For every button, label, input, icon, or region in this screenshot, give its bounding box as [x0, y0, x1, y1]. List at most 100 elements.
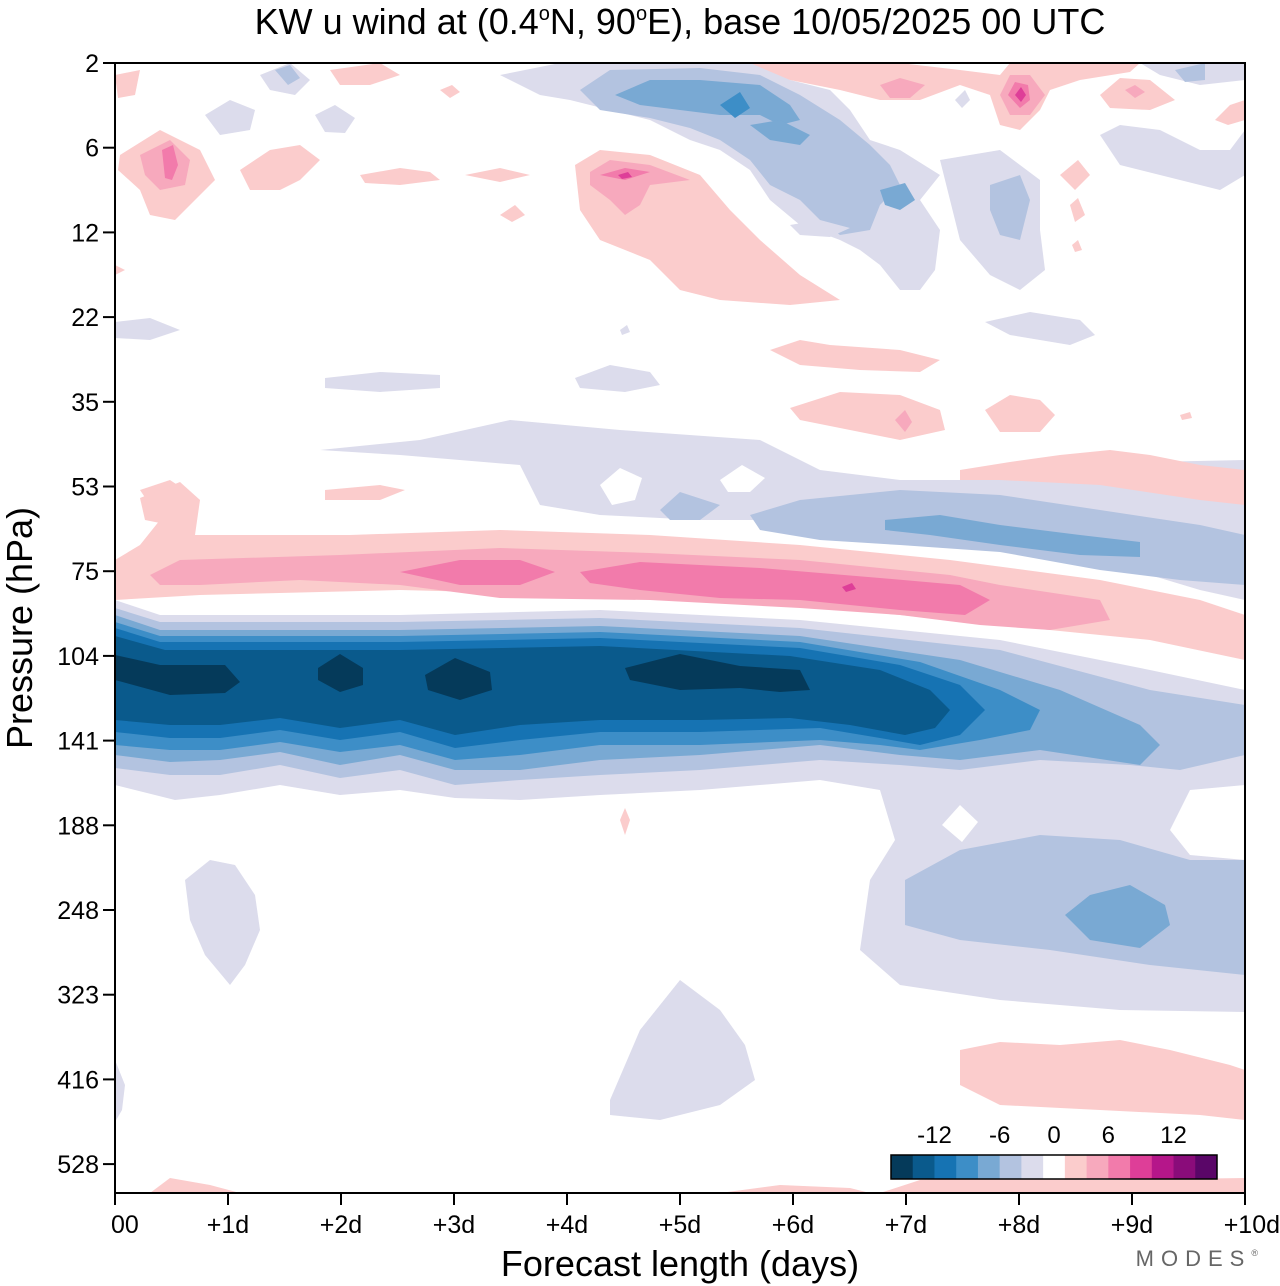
colorbar-label: 6: [1102, 1122, 1115, 1149]
contour-region: [895, 410, 912, 432]
contour-region: [115, 636, 950, 735]
y-tick-label: 35: [71, 389, 99, 417]
contour-region: [885, 515, 1140, 557]
colorbar: -12 -6 0 6 12: [890, 1122, 1218, 1180]
contour-fills: [115, 63, 1245, 1193]
contour-region: [360, 168, 440, 185]
contour-region: [790, 220, 850, 237]
y-tick-label: 2: [85, 50, 99, 78]
colorbar-swatch: [1151, 1155, 1175, 1179]
y-tick-label: 22: [71, 304, 99, 332]
contour-region: [1060, 160, 1090, 190]
y-tick-label: 416: [57, 1066, 99, 1094]
colorbar-frame: [890, 1154, 1218, 1180]
contour-region: [1125, 85, 1145, 98]
x-tick-label: +1d: [207, 1211, 249, 1239]
x-tick-label: +4d: [546, 1211, 588, 1239]
contour-region: [620, 325, 630, 335]
contour-region: [150, 1178, 240, 1193]
y-tick-label: 75: [71, 558, 99, 586]
contour-region: [985, 395, 1055, 432]
contour-region: [942, 805, 978, 842]
y-tick-label: 12: [71, 219, 99, 247]
contour-region: [140, 482, 200, 525]
contour-region: [1070, 198, 1085, 222]
colorbar-swatch: [956, 1155, 979, 1179]
x-axis: 00 +1d +2d +3d +4d +5d +6d +7d +8d +9d +10d: [111, 1193, 1280, 1239]
x-axis-title: Forecast length (days): [501, 1243, 859, 1284]
contour-region: [990, 175, 1030, 240]
y-axis: 2 6 12 22 35 53 75 104 141 188 248 323 416 528: [57, 50, 115, 1179]
x-tick-label: +7d: [885, 1211, 927, 1239]
contour-region: [880, 183, 915, 210]
contour-region: [1065, 885, 1170, 948]
colorbar-swatch: [912, 1155, 935, 1179]
y-tick-label: 188: [57, 812, 99, 840]
contour-region: [720, 92, 750, 118]
contour-region: [1015, 87, 1026, 102]
contour-region: [330, 63, 400, 85]
modes-logo: MODES®: [1135, 1246, 1258, 1271]
contour-region: [880, 78, 925, 98]
contour-region: [960, 450, 1245, 505]
contour-region: [508, 442, 514, 458]
y-axis-title: Pressure (hPa): [0, 507, 40, 749]
contour-region: [1215, 100, 1245, 125]
contour-region: [615, 80, 800, 125]
contour-region: [440, 85, 460, 98]
colorbar-swatch: [977, 1155, 1001, 1179]
x-tick-label: +8d: [998, 1211, 1040, 1239]
contour-region: [325, 485, 405, 500]
contour-region: [465, 168, 530, 182]
x-tick-label: +9d: [1111, 1211, 1153, 1239]
y-tick-label: 141: [57, 728, 99, 756]
contour-region: [955, 90, 970, 108]
contour-region: [580, 562, 990, 615]
colorbar-swatch: [1195, 1155, 1218, 1179]
x-tick-label: +5d: [659, 1211, 701, 1239]
contour-region: [1072, 240, 1082, 252]
x-tick-label: +3d: [433, 1211, 475, 1239]
y-tick-label: 53: [71, 474, 99, 502]
contour-region: [600, 468, 642, 505]
x-tick-label: +2d: [320, 1211, 362, 1239]
colorbar-swatch: [1173, 1155, 1196, 1179]
contour-region: [500, 205, 525, 222]
contour-region: [150, 548, 1110, 630]
contour-region: [720, 465, 765, 492]
contour-region: [1175, 63, 1205, 82]
colorbar-label: 0: [1047, 1122, 1060, 1149]
contour-region: [750, 120, 810, 145]
contour-region: [318, 654, 363, 692]
colorbar-swatch: [1064, 1155, 1088, 1179]
contour-region: [115, 1060, 125, 1122]
contour-region: [985, 312, 1095, 345]
contour-region: [880, 1178, 1245, 1193]
y-tick-label: 248: [57, 897, 99, 925]
colorbar-label: -12: [917, 1122, 952, 1149]
contour-region: [1170, 785, 1245, 860]
colorbar-swatch: [999, 1155, 1022, 1179]
contour-region: [960, 1040, 1245, 1120]
contour-region: [205, 100, 255, 135]
contour-region: [620, 808, 630, 835]
colorbar-swatch: [1086, 1155, 1109, 1179]
contour-region: [905, 835, 1245, 975]
contour-region: [115, 70, 140, 98]
contour-region: [575, 365, 660, 392]
colorbar-swatch: [1043, 1155, 1066, 1179]
contour-region: [115, 265, 125, 275]
x-tick-label: +6d: [772, 1211, 814, 1239]
contour-region: [618, 172, 632, 179]
y-tick-label: 323: [57, 982, 99, 1010]
contour-region: [750, 63, 1140, 130]
contour-region: [400, 560, 555, 585]
y-tick-label: 104: [57, 643, 99, 671]
contour-region: [185, 860, 260, 985]
contour-region: [610, 980, 755, 1120]
colorbar-label: 12: [1160, 1122, 1187, 1149]
y-tick-label: 6: [85, 135, 99, 163]
contour-region: [1180, 412, 1192, 420]
colorbar-swatch: [1108, 1155, 1131, 1179]
